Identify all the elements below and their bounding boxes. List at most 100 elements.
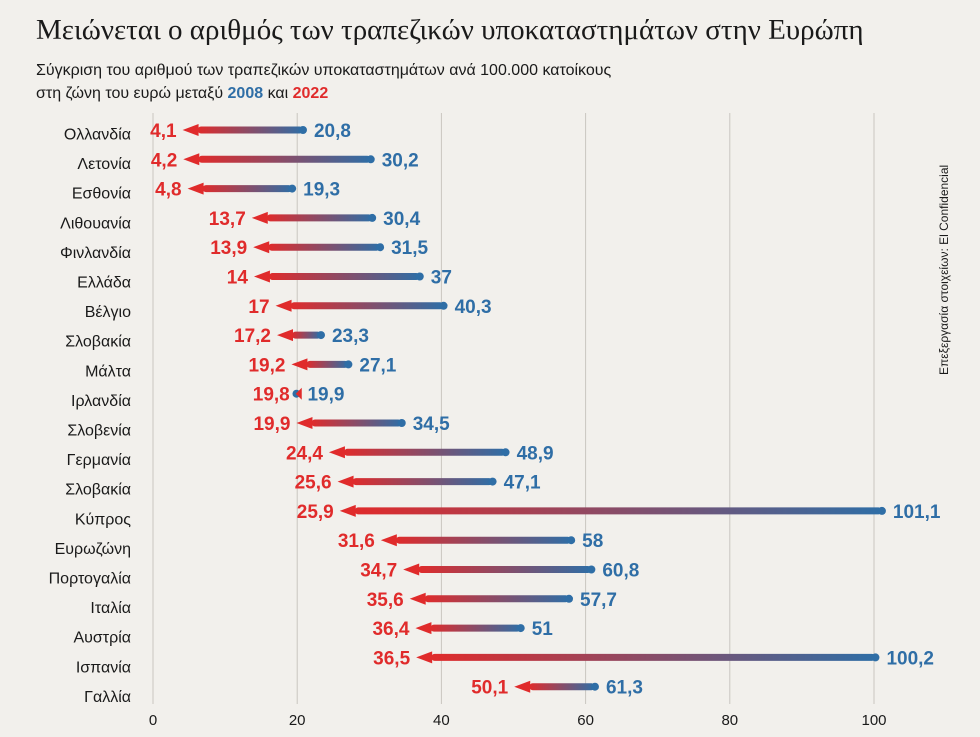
arrow-head-2022 [291,358,308,371]
value-label-2022: 19,9 [253,414,290,435]
dot-2008 [298,126,307,134]
category-label: Γερμανία [67,452,131,469]
value-label-2008: 100,2 [886,648,934,669]
bar-shaft [424,595,570,603]
arrow-head-2022 [296,417,313,429]
value-label-2022: 13,7 [209,209,246,230]
arrow-head-2022 [415,622,432,635]
value-label-2022: 14 [227,268,249,289]
value-label-2008: 20,8 [314,121,351,142]
category-label: Σλοβενία [67,423,131,440]
value-label-2022: 36,4 [372,619,409,640]
dot-2008 [501,448,510,457]
category-label: Σλοβακία [65,482,131,499]
value-label-2008: 51 [532,619,554,640]
value-label-2022: 36,5 [373,648,410,669]
arrow-head-2022 [253,241,270,254]
dot-2008 [590,682,599,691]
category-label: Ελλάδα [77,275,131,292]
category-label: Βέλγιο [85,304,131,321]
value-label-2022: 13,9 [210,238,247,259]
category-label: Μάλτα [85,363,131,380]
bar-shaft [198,155,371,163]
bar-shaft [343,448,506,456]
x-tick-label-20: 20 [289,712,306,729]
dot-2008 [439,301,448,310]
value-label-2008: 19,3 [303,180,340,201]
bar-shaft [197,126,303,134]
value-label-2022: 24,4 [286,443,323,464]
value-label-2008: 23,3 [332,326,369,347]
bar-shaft [266,214,373,222]
arrow-head-2022 [183,153,200,166]
value-label-2022: 31,6 [338,531,375,552]
bar-shaft [311,419,402,427]
arrow-head-2022 [251,211,268,224]
x-tick-label-80: 80 [721,712,738,729]
category-label: Αυστρία [73,630,131,647]
category-label: Εσθονία [72,186,131,203]
subtitle-year-2022: 2022 [292,85,329,102]
category-label: Σλοβακία [65,334,131,351]
x-tick-label-0: 0 [149,712,157,729]
subtitle-and: και [263,85,293,102]
arrow-head-2022 [409,592,426,605]
value-label-2008: 19,9 [307,385,344,406]
arrow-head-2022 [187,182,204,195]
value-label-2022: 4,1 [150,121,177,142]
chart-title: Μειώνεται ο αριθμός των τραπεζικών υποκα… [36,14,864,46]
x-tick-label-40: 40 [433,712,450,729]
value-label-2008: 31,5 [391,238,428,259]
dot-2008 [368,213,377,222]
dot-2008 [366,155,375,164]
value-label-2008: 30,4 [383,209,420,230]
category-label: Ιρλανδία [71,393,131,410]
dot-2008 [567,536,576,545]
category-label: Πορτογαλία [49,571,131,588]
bar-shaft [354,507,882,515]
value-label-2008: 37 [431,268,452,289]
bar-shaft [202,185,293,193]
subtitle-year-2008: 2008 [227,85,264,102]
value-label-2022: 35,6 [367,590,404,611]
value-label-2008: 27,1 [359,355,396,376]
arrow-head-2022 [295,387,302,400]
chart-subtitle-line2: στη ζώνη του ευρώ μεταξύ 2008 και 2022 [36,85,328,103]
arrow-head-2022 [514,680,531,693]
arrow-head-2022 [380,534,397,547]
arrow-head-2022 [253,270,270,283]
dot-2008 [376,243,385,252]
category-label: Ισπανία [76,659,131,676]
category-label: Ιταλία [90,600,131,617]
dot-2008 [415,272,424,281]
value-label-2022: 50,1 [471,678,508,699]
dot-2008 [877,506,886,515]
chart-subtitle-line1: Σύγκριση του αριθμού των τραπεζικών υποκ… [36,62,612,79]
value-label-2008: 30,2 [382,150,419,171]
arrow-head-2022 [416,651,433,664]
category-label: Ευρωζώνη [55,541,131,558]
value-label-2022: 25,6 [295,473,332,494]
x-tick-label-100: 100 [861,712,886,729]
value-label-2008: 48,9 [517,443,554,464]
dot-2008 [516,624,525,633]
arrow-head-2022 [403,563,420,576]
value-label-2008: 34,5 [413,414,450,435]
bar-shaft [268,273,420,280]
bar-shaft [395,536,572,544]
value-label-2008: 57,7 [580,590,617,611]
value-label-2008: 61,3 [606,678,643,699]
value-label-2022: 4,2 [151,150,177,171]
bar-shaft [418,566,592,573]
arrow-head-2022 [182,124,199,136]
category-label: Ολλανδία [64,127,131,144]
bar-shaft [292,331,321,339]
value-label-2022: 34,7 [360,561,397,582]
value-label-2008: 47,1 [504,473,541,494]
source-note: Επεξεργασία στοιχείων: El Confidencial [937,164,951,375]
bar-shaft [431,653,876,661]
category-label: Φινλανδία [60,245,131,262]
value-label-2008: 101,1 [893,502,941,523]
dot-2008 [871,653,880,662]
